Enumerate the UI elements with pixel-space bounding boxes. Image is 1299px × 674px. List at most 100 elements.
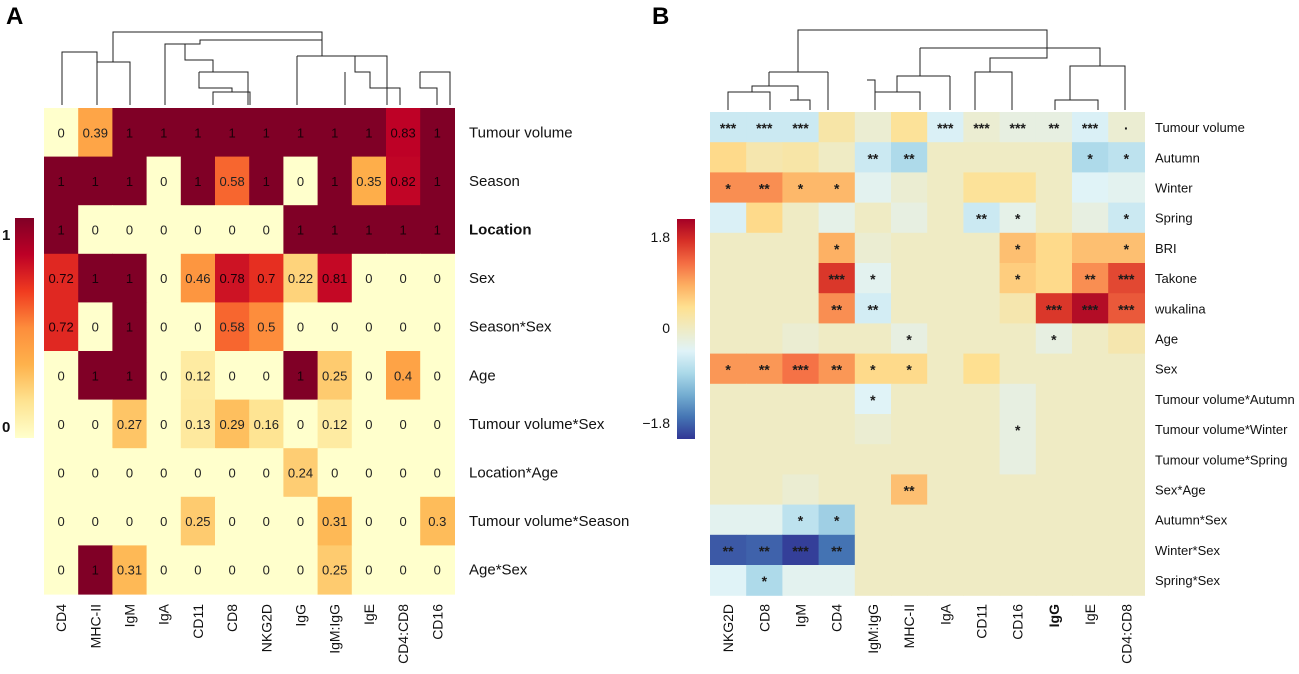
heatmap-a-cell-label: 0.72 (48, 320, 73, 335)
heatmap-b-cell (746, 263, 783, 294)
heatmap-b-cell (999, 474, 1037, 506)
heatmap-a-cell (283, 448, 319, 498)
heatmap-a-cell (386, 399, 421, 449)
heatmap-b-cell (710, 565, 747, 596)
heatmap-a-cell-label: 0.12 (322, 417, 347, 432)
heatmap-b-row-label: Autumn*Sex (1155, 513, 1228, 528)
heatmap-a-cell (146, 399, 182, 449)
heatmap-a-cell-label: 1 (365, 223, 372, 238)
heatmap-b-cell (891, 414, 928, 445)
heatmap-b-row-label: Sex (1155, 362, 1178, 377)
heatmap-b-cell (782, 353, 820, 385)
heatmap-a-cell-label: 0.22 (288, 271, 313, 286)
heatmap-a-cell (112, 399, 148, 449)
heatmap-b-cell (782, 232, 820, 264)
heatmap-a-cell (78, 253, 113, 303)
heatmap-b-cell (818, 293, 856, 324)
heatmap-a-cell-label: 0.12 (185, 368, 210, 383)
heatmap-a-column-label: IgA (156, 603, 172, 625)
heatmap-b-cell (746, 414, 783, 445)
heatmap-a-cell-label: 0.7 (257, 271, 275, 286)
heatmap-b-cell (818, 383, 856, 415)
heatmap-b-cell (927, 202, 964, 234)
heatmap-a-cell (351, 205, 387, 255)
heatmap-a-cell (317, 448, 353, 498)
heatmap-a-cell-label: 0.58 (219, 320, 244, 335)
heatmap-a-cell-label: 0 (126, 514, 133, 529)
heatmap-a-cell (180, 205, 216, 255)
heatmap-a-cell-label: 0 (399, 320, 406, 335)
heatmap-b-cell (1035, 534, 1073, 566)
heatmap-a-cell (180, 108, 216, 158)
heatmap-b-significance-mark: *** (973, 120, 990, 136)
heatmap-b-cell (927, 353, 964, 385)
heatmap-b-cell (1035, 504, 1073, 536)
heatmap-b-cell (1108, 504, 1145, 536)
heatmap-b-row-labels: Tumour volume Autumn Winter Spring BRI Takone… (1154, 120, 1295, 588)
heatmap-a-row-label: Location (469, 222, 532, 239)
heatmap-b-cell (1035, 353, 1073, 385)
heatmap-a-cell-label: 0 (92, 320, 99, 335)
heatmap-b-row-label: Autumn (1155, 150, 1200, 165)
heatmap-b-cell (710, 142, 747, 173)
heatmap-b-cell (891, 444, 928, 475)
heatmap-a-cell (180, 302, 216, 352)
heatmap-a-cell-label: 0.81 (322, 271, 347, 286)
heatmap-b-cell (1072, 383, 1109, 415)
heatmap-a-cell (386, 545, 421, 595)
heatmap-b-column-label: IgE (1082, 604, 1098, 625)
heatmap-a-cell (112, 351, 148, 401)
heatmap-a-cell-label: 0.3 (428, 514, 446, 529)
heatmap-b-cell (1035, 565, 1073, 596)
heatmap-a-cell (283, 302, 319, 352)
heatmap-a-cell (180, 156, 216, 206)
heatmap-a-cell (146, 253, 182, 303)
heatmap-a-column-label: CD4 (53, 604, 69, 632)
heatmap-b-significance-mark: ** (867, 301, 878, 317)
heatmap-a-cell-label: 0 (297, 320, 304, 335)
heatmap-b-cell (710, 202, 747, 234)
heatmap-b-significance-mark: * (725, 181, 731, 197)
heatmap-b-cell (927, 504, 964, 536)
heatmap-b-legend-tick: −1.8 (642, 415, 670, 431)
heatmap-a-row-label: Age*Sex (469, 562, 528, 579)
heatmap-b-row-label: Takone (1155, 271, 1197, 286)
heatmap-b-cell (854, 534, 892, 566)
heatmap-b-significance-mark: *** (792, 362, 809, 378)
heatmap-b-cell (927, 444, 964, 475)
heatmap-a-cell-label: 0 (434, 563, 441, 578)
heatmap-b-cell (1108, 383, 1145, 415)
heatmap-b-cell (963, 474, 1001, 506)
heatmap-b-column-labels: NKG2D CD8 IgM CD4 IgM:IgG MHC-II IgA CD11 CD16 Ig… (720, 603, 1134, 664)
heatmap-b-cell (1072, 112, 1109, 143)
heatmap-a-cell (317, 351, 353, 401)
heatmap-a-row-label: Tumour volume*Sex (469, 416, 605, 433)
heatmap-a-cell-label: 0 (57, 514, 64, 529)
heatmap-b-cell (999, 172, 1037, 204)
heatmap-b-cell (1108, 112, 1145, 143)
heatmap-b-cell (854, 504, 892, 536)
heatmap-b-significance-mark: *** (756, 120, 773, 136)
heatmap-a-cell-label: 1 (126, 320, 133, 335)
heatmap-b-column-label: CD8 (756, 604, 772, 632)
heatmap-a-cell-label: 0 (263, 368, 270, 383)
heatmap-a-cell-label: 0 (92, 223, 99, 238)
heatmap-b-cell (818, 504, 856, 536)
heatmap-b-column-label: MHC-II (901, 604, 917, 648)
heatmap-b-significance-mark: ** (831, 362, 842, 378)
heatmap-b-cell (1035, 474, 1073, 506)
heatmap-b-significance-mark: ** (867, 150, 878, 166)
heatmap-b-cell (999, 534, 1037, 566)
heatmap-a-row-labels: Tumour volume Season Location Sex Season*Sex… (469, 124, 629, 578)
heatmap-a-cell (283, 205, 319, 255)
heatmap-a-cell-label: 0 (126, 223, 133, 238)
heatmap-b-cell (710, 474, 747, 506)
heatmap-a-cell-label: 0 (92, 417, 99, 432)
heatmap-b-cell (891, 383, 928, 415)
heatmap-b-cell (891, 112, 928, 143)
heatmap-b-significance-mark: * (1015, 241, 1021, 257)
heatmap-a-legend-min: 0 (2, 419, 10, 436)
heatmap-a-cell (44, 545, 79, 595)
heatmap-b-cell (710, 383, 747, 415)
heatmap-a-cell-label: 1 (126, 174, 133, 189)
